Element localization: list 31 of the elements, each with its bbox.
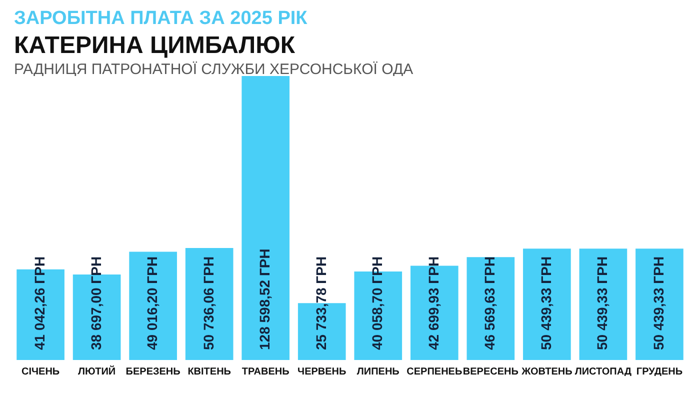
data-label: 50 439,33 ГРН <box>594 256 610 350</box>
x-tick-label: КВІТЕНЬ <box>188 366 231 378</box>
chart-subtitle: КАТЕРИНА ЦИМБАЛЮК <box>14 32 296 60</box>
data-label: 40 058,70 ГРН <box>369 256 386 350</box>
x-tick-label: СІЧЕНЬ <box>21 366 60 378</box>
annotation: РАДНИЦЯ ПАТРОНАТНОЇ СЛУЖБИ ХЕРСОНСЬКОЇ ОДА <box>14 61 414 78</box>
x-tick-label: ЧЕРВЕНЬ <box>298 366 346 378</box>
bar <box>185 248 234 360</box>
x-tick-label: ЖОВТЕНЬ <box>520 366 572 378</box>
data-label: 128 598,52 ГРН <box>256 248 273 350</box>
bar <box>129 252 177 360</box>
x-tick-label: ЛЮТИЙ <box>78 364 116 378</box>
data-label: 38 697,00 ГРН <box>88 256 104 350</box>
bar <box>242 76 290 360</box>
x-tick-label: ВЕРЕСЕНЬ <box>462 366 518 378</box>
data-label: 46 569,63 ГРН <box>482 256 498 350</box>
bar <box>523 248 571 360</box>
chart-title: ЗАРОБІТНА ПЛАТА ЗА 2025 РІК <box>14 8 308 30</box>
data-label: 49 016,20 ГРН <box>144 256 160 350</box>
x-tick-label: СЕРПЕНЕЬ <box>406 366 462 378</box>
data-label: 50 439,33 ГРН <box>650 256 666 350</box>
data-label: 50 439,33 ГРН <box>538 256 554 350</box>
data-label: 42 699,93 ГРН <box>425 256 442 350</box>
bar <box>579 248 628 360</box>
x-tick-label: ТРАВЕНЬ <box>242 366 290 378</box>
data-label: 41 042,26 ГРН <box>32 256 48 350</box>
bar <box>636 248 684 360</box>
x-tick-label: БЕРЕЗЕНЬ <box>126 366 180 378</box>
data-label: 50 736,06 ГРН <box>200 256 216 350</box>
data-label: 25 733,78 ГРН <box>312 256 329 350</box>
x-tick-label: ЛИПЕНЬ <box>356 366 400 378</box>
